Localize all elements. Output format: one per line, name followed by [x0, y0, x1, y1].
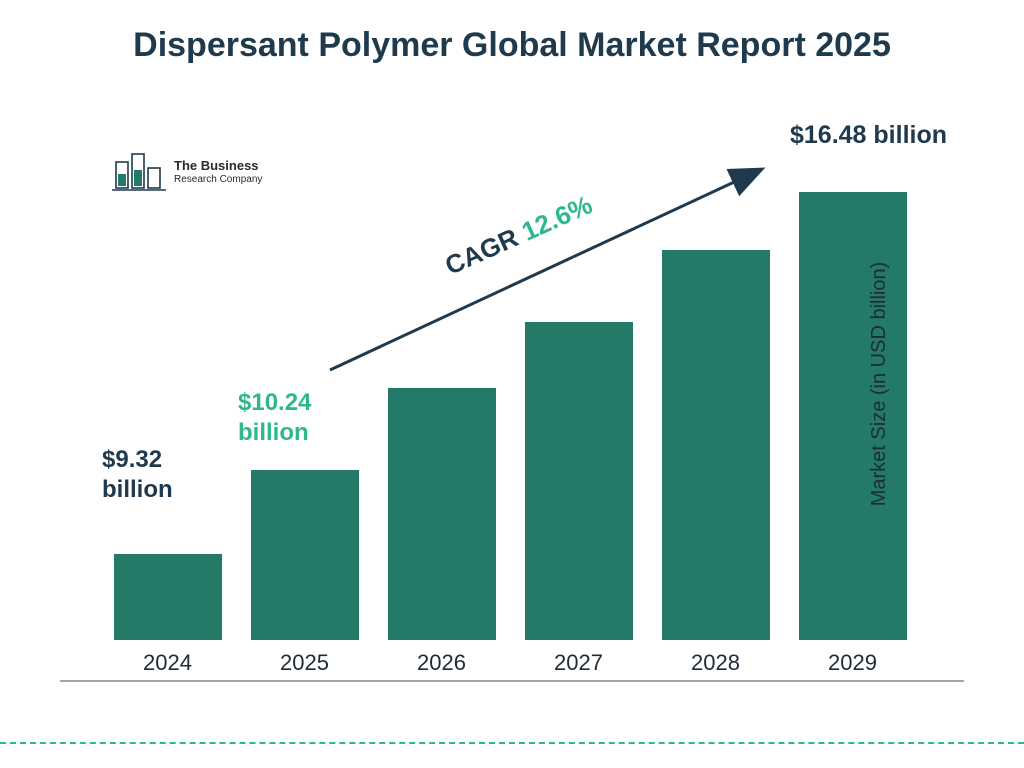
value-label: $10.24 billion — [238, 388, 348, 448]
bar-slot: 2027 — [516, 322, 641, 640]
bar-slot: 2029 — [790, 192, 915, 640]
value-label: $9.32 billion — [102, 445, 212, 505]
x-axis-label: 2029 — [790, 650, 915, 676]
bar-slot: 2026 — [379, 388, 504, 640]
chart-title: Dispersant Polymer Global Market Report … — [0, 24, 1024, 67]
x-axis-label: 2024 — [105, 650, 230, 676]
x-axis-label: 2028 — [653, 650, 778, 676]
bar — [662, 250, 770, 640]
bar — [251, 470, 359, 640]
bar-slot: 2028 — [653, 250, 778, 640]
value-label: $16.48 billion — [790, 120, 990, 151]
bar — [525, 322, 633, 640]
bar — [388, 388, 496, 640]
x-axis-label: 2025 — [242, 650, 367, 676]
chart-baseline — [60, 680, 964, 682]
bar — [114, 554, 222, 640]
x-axis-label: 2026 — [379, 650, 504, 676]
x-axis-label: 2027 — [516, 650, 641, 676]
y-axis-label: Market Size (in USD billion) — [868, 262, 891, 507]
footer-divider — [0, 742, 1024, 744]
bar-slot: 2025 — [242, 470, 367, 640]
bar-slot: 2024 — [105, 554, 230, 640]
